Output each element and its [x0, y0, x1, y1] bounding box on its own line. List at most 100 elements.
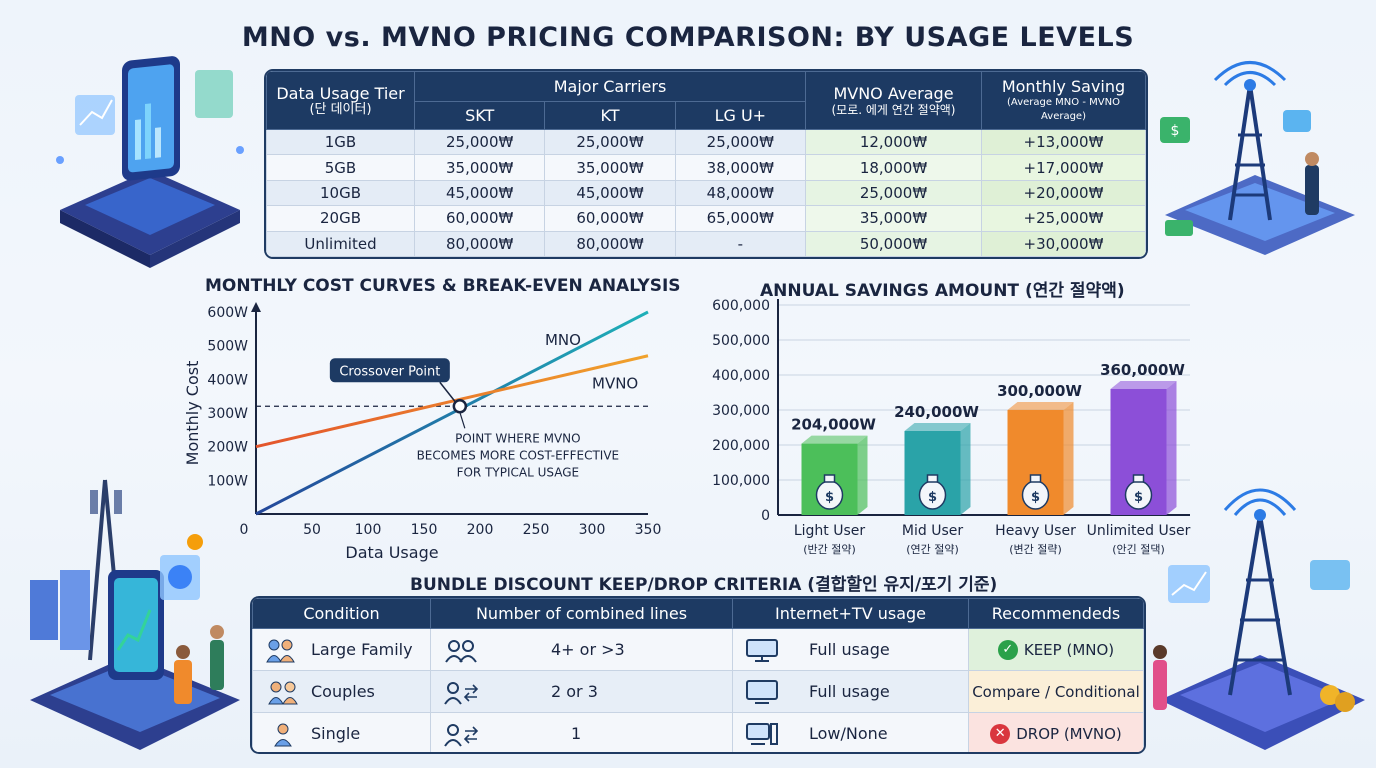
check-circle-icon: ✓ — [997, 639, 1018, 660]
bundle-title: BUNDLE DISCOUNT KEEP/DROP CRITERIA (결합할인… — [410, 575, 998, 595]
saving-cell: +25,000₩ — [981, 205, 1146, 232]
pricing-table: Data Usage Tier (단 데이터) Major Carriers M… — [264, 69, 1148, 259]
y-tick-label: 500,000 — [712, 333, 770, 349]
bar-top — [1007, 402, 1074, 410]
svg-text:$: $ — [1171, 123, 1180, 139]
skt-cell: 45,000₩ — [413, 179, 546, 207]
rec-value: DROP (MVNO) — [1016, 724, 1122, 743]
series-line-mno — [255, 310, 649, 516]
money-bag-icon: $ — [815, 474, 844, 510]
bar-chart-title: ANNUAL SAVINGS AMOUNT (연간 절약액) — [760, 281, 1125, 301]
svg-text:$: $ — [1134, 490, 1143, 505]
major-carriers-header: Major Carriers — [414, 71, 806, 102]
table-row: 5GB 35,000₩ 35,000₩ 38,000₩ 18,000₩ +17,… — [266, 154, 1146, 181]
tv-icon — [746, 679, 778, 704]
svg-text:$: $ — [1031, 490, 1040, 505]
bar-top — [1110, 381, 1177, 389]
lines-value: 4+ or >3 — [551, 640, 625, 659]
lgu-cell: 65,000₩ — [674, 205, 807, 232]
skt-cell: 35,000₩ — [413, 154, 546, 181]
bar-side — [1166, 381, 1177, 515]
annotation-line: POINT WHERE MVNO — [455, 431, 581, 445]
lgu-cell: - — [674, 230, 807, 257]
rec-header: Recommendeds — [968, 598, 1144, 629]
y-tick-label: 600,000 — [712, 298, 770, 314]
mvno-cell: 12,000₩ — [805, 128, 982, 156]
money-bag-icon: $ — [918, 474, 947, 510]
lgu-cell: 48,000₩ — [674, 179, 807, 207]
crossover-label-box — [329, 358, 450, 383]
person-transfer-icon — [444, 681, 479, 705]
internet-value: Low/None — [809, 724, 888, 743]
lgu-header: LG U+ — [674, 101, 807, 130]
y-tick-label: 600W — [207, 305, 248, 321]
tier-cell: 5GB — [266, 154, 415, 181]
y-tick-label: 100,000 — [712, 473, 770, 489]
y-tick-label: 100W — [207, 473, 248, 489]
mvno-cell: 35,000₩ — [805, 205, 982, 232]
lines-header: Number of combined lines — [430, 598, 733, 629]
mvno-cell: 18,000₩ — [805, 154, 982, 181]
y-tick-label: 400,000 — [712, 368, 770, 384]
skt-cell: 80,000₩ — [413, 230, 546, 257]
x-tick-label: 0 — [240, 522, 249, 538]
condition-label: Couples — [311, 682, 375, 701]
condition-header: Condition — [252, 598, 431, 629]
series-label-mno: MNO — [545, 331, 581, 349]
category-label: Light User — [794, 523, 866, 539]
table-row: 20GB 60,000₩ 60,000₩ 65,000₩ 35,000₩ +25… — [266, 205, 1146, 232]
series-line-mvno — [255, 354, 649, 449]
bar-value-label: 204,000W — [791, 416, 876, 434]
condition-label: Large Family — [311, 640, 413, 659]
annotation-line: BECOMES MORE COST-EFFECTIVE — [417, 448, 620, 462]
lines-value: 2 or 3 — [551, 682, 598, 701]
saving-cell: +30,000₩ — [981, 230, 1146, 257]
bar-value-label: 240,000W — [894, 403, 979, 421]
single-person-icon — [274, 723, 292, 746]
y-tick-label: 400W — [207, 372, 248, 388]
category-label: Unlimited User — [1087, 523, 1191, 539]
category-sub-label: (반간 절약) — [803, 542, 856, 556]
bar-top — [801, 435, 868, 444]
x-tick-label: 250 — [523, 522, 550, 538]
bar-value-label: 300,000W — [997, 382, 1082, 400]
internet-header: Internet+TV usage — [732, 598, 969, 629]
condition-label: Single — [311, 724, 361, 743]
x-circle-icon: ✕ — [990, 723, 1011, 744]
person-transfer-icon — [444, 723, 479, 747]
x-tick-label: 200 — [467, 522, 494, 538]
table-row: Large Family 4+ or >3 Full usage ✓ KEEP … — [252, 628, 1144, 671]
y-tick-label: 500W — [207, 339, 248, 355]
svg-text:$: $ — [825, 490, 834, 505]
cell-tower-illustration-bottom-right — [1153, 488, 1365, 750]
tier-header: Data Usage Tier (단 데이터) — [266, 71, 415, 130]
annotation-pointer — [459, 412, 466, 429]
x-tick-label: 350 — [635, 522, 662, 538]
crossover-pointer — [439, 381, 456, 402]
series-label-mvno: MVNO — [592, 375, 638, 393]
mvno-cell: 25,000₩ — [805, 179, 982, 207]
kt-cell: 80,000₩ — [544, 230, 676, 257]
phone-tower-illustration-left — [30, 479, 240, 750]
x-tick-label: 50 — [303, 522, 321, 538]
y-tick-label: 300,000 — [712, 403, 770, 419]
category-sub-label: (변간 절략) — [1009, 543, 1062, 556]
annotation-line: FOR TYPICAL USAGE — [457, 465, 580, 479]
page-title: MNO vs. MVNO PRICING COMPARISON: BY USAG… — [241, 22, 1135, 53]
bundle-table: Condition Number of combined lines Inter… — [250, 596, 1146, 754]
family-icon — [266, 639, 295, 662]
saving-cell: +20,000₩ — [981, 179, 1146, 207]
table-row: 1GB 25,000₩ 25,000₩ 25,000₩ 12,000₩ +13,… — [266, 128, 1146, 156]
tier-cell: Unlimited — [266, 230, 415, 257]
table-row: Unlimited 80,000₩ 80,000₩ - 50,000₩ +30,… — [266, 230, 1146, 257]
monitor-icon — [746, 638, 778, 662]
y-axis-arrow — [251, 302, 261, 312]
money-bag-icon: $ — [1021, 474, 1050, 510]
category-label: Heavy User — [995, 523, 1076, 539]
money-bag-icon: $ — [1124, 474, 1153, 510]
y-tick-label: 300W — [207, 406, 248, 422]
bar-value-label: 360,000W — [1100, 361, 1185, 379]
internet-value: Full usage — [809, 682, 890, 701]
x-tick-label: 300 — [579, 522, 606, 538]
lines-value: 1 — [571, 724, 582, 743]
